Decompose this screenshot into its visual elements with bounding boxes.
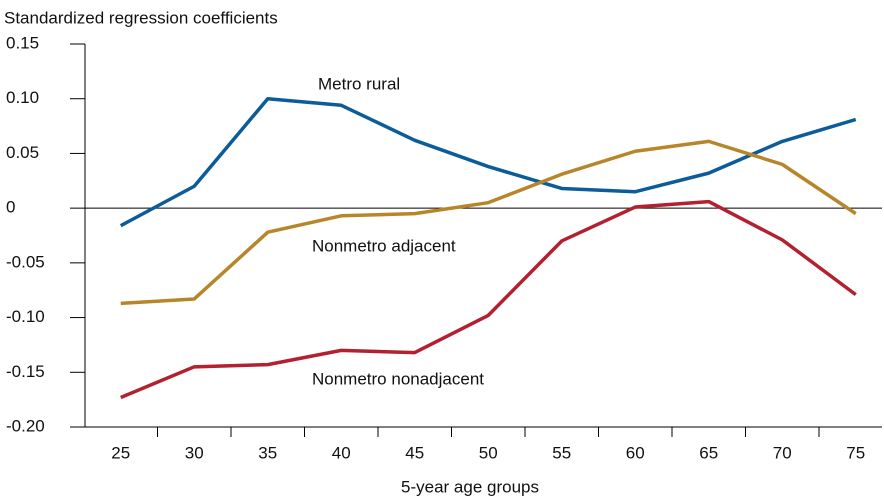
y-tick-label: -0.05 [6, 252, 45, 271]
y-tick-label: -0.20 [6, 416, 45, 435]
x-tick-label: 55 [552, 443, 571, 462]
x-tick-label: 75 [846, 443, 865, 462]
series-label: Metro rural [318, 74, 400, 93]
x-axis-title: 5-year age groups [401, 477, 539, 496]
y-axis-title: Standardized regression coefficients [4, 8, 278, 27]
series-label: Nonmetro adjacent [312, 236, 456, 255]
series-line [120, 139, 857, 306]
x-tick-label: 45 [405, 443, 424, 462]
y-tick-label: -0.10 [6, 307, 45, 326]
series-line [119, 96, 857, 228]
x-tick-label: 65 [699, 443, 718, 462]
x-tick-label: 70 [773, 443, 792, 462]
series-label: Nonmetro nonadjacent [312, 369, 484, 388]
x-tick-label: 60 [626, 443, 645, 462]
series-line [120, 199, 857, 400]
x-tick-label: 40 [332, 443, 351, 462]
y-tick-label: -0.15 [6, 362, 45, 381]
x-tick-label: 35 [258, 443, 277, 462]
x-tick-label: 25 [111, 443, 130, 462]
y-tick-label: 0.15 [6, 33, 39, 52]
x-tick-label: 30 [185, 443, 204, 462]
x-tick-label: 50 [479, 443, 498, 462]
y-tick-label: 0.10 [6, 88, 39, 107]
y-tick-label: 0.05 [6, 143, 39, 162]
y-tick-label: 0 [6, 198, 15, 217]
